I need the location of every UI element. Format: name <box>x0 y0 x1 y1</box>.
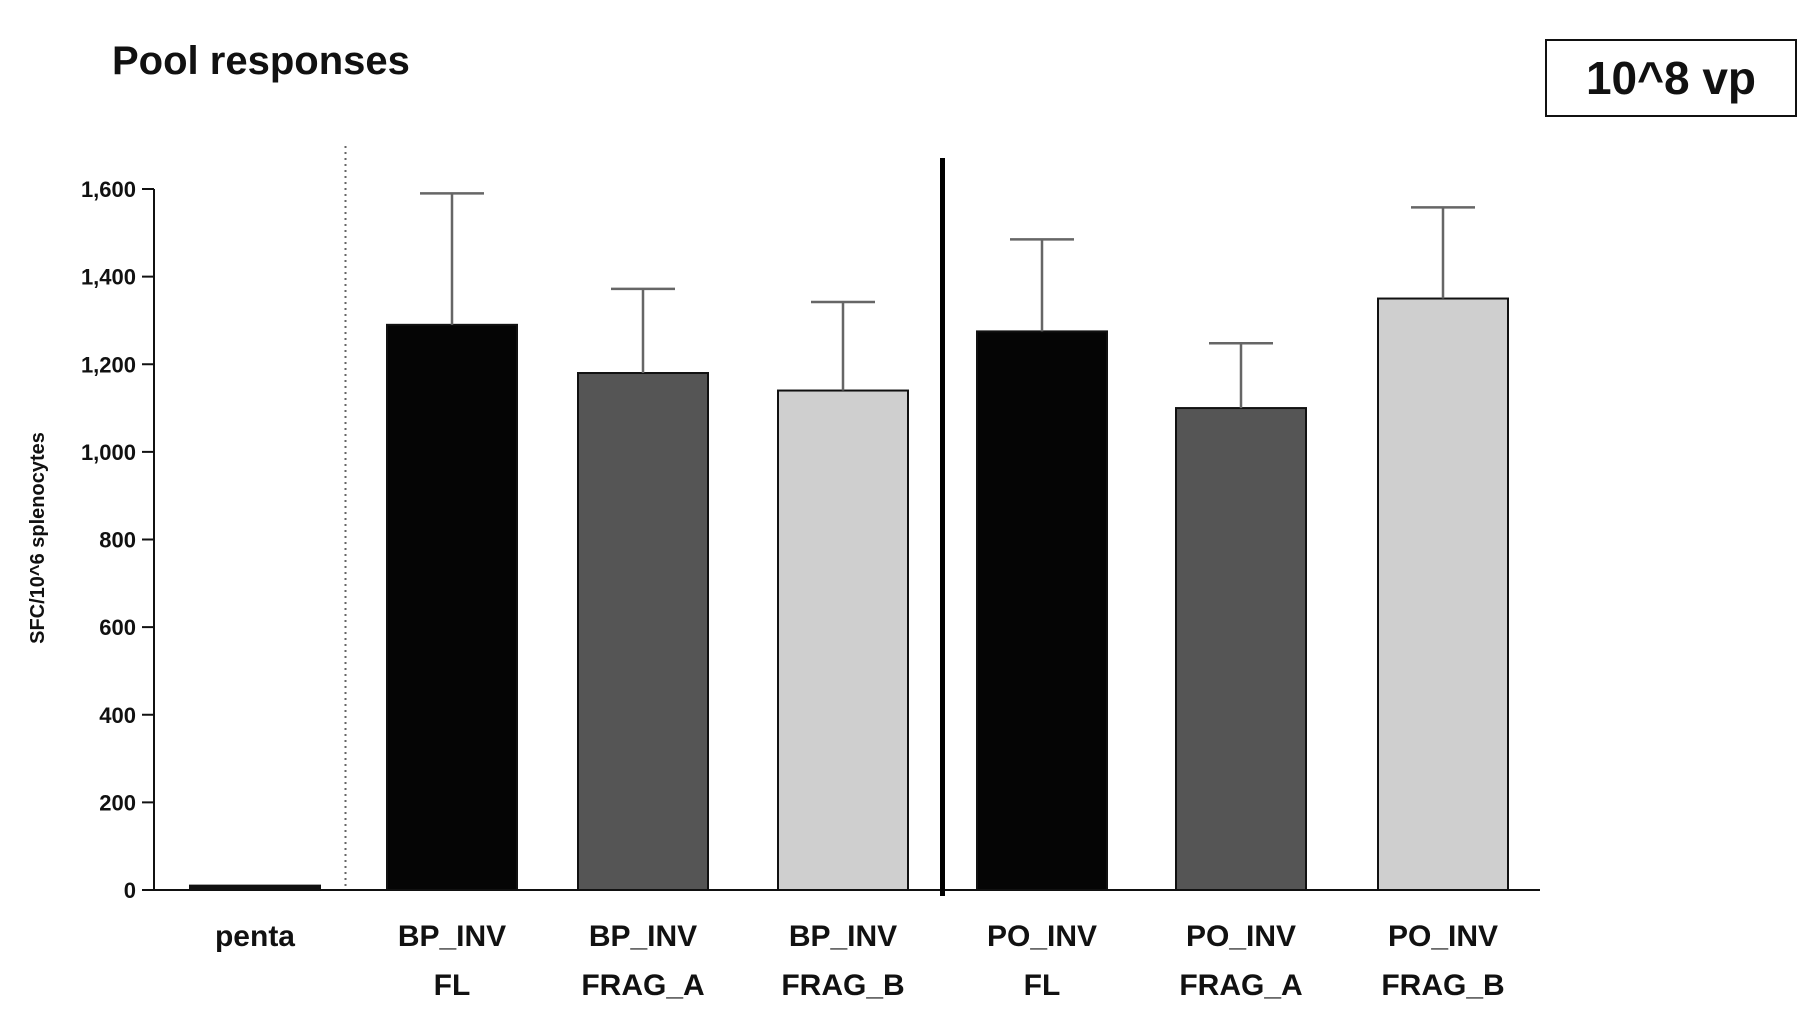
x-tick-label: BP_INV <box>789 920 897 953</box>
x-tick-label: PO_INV <box>1186 920 1296 953</box>
x-tick-label-line2: FL <box>434 969 471 1002</box>
bars <box>189 297 1509 892</box>
y-tick-label: 1,600 <box>81 177 136 202</box>
dose-label-box <box>1545 39 1797 117</box>
x-tick-label-line2: FRAG_B <box>781 969 904 1002</box>
y-tick-label: 200 <box>99 790 136 815</box>
bar <box>976 330 1108 891</box>
y-tick-label: 600 <box>99 615 136 640</box>
x-tick-label-line2: FRAG_B <box>1381 969 1504 1002</box>
bar <box>777 389 909 891</box>
dose-label: 10^8 vp <box>1586 52 1756 104</box>
x-tick-labels: penta BP_INV FL BP_INV FRAG_A BP_INV FRAG_B PO_… <box>215 920 1505 1002</box>
x-tick-label: PO_INV <box>1388 920 1498 953</box>
bar <box>1377 297 1509 891</box>
bar <box>386 323 518 892</box>
y-tick-label: 1,000 <box>81 440 136 465</box>
error-bars <box>420 192 1475 409</box>
bar <box>577 372 709 891</box>
bar <box>189 884 321 892</box>
bar <box>1175 407 1307 891</box>
y-axis-label: SFC/10^6 splenocytes <box>27 432 49 644</box>
x-tick-label: BP_INV <box>398 920 506 953</box>
y-axis: 0 200 400 600 800 1,000 1,200 1,400 1,600 <box>81 177 155 903</box>
x-tick-label-line2: FRAG_A <box>1179 969 1302 1002</box>
y-tick-label: 1,400 <box>81 265 136 290</box>
x-tick-label: BP_INV <box>589 920 697 953</box>
chart-title: Pool responses <box>112 39 410 83</box>
x-tick-label-line2: FL <box>1024 969 1061 1002</box>
y-tick-label: 400 <box>99 703 136 728</box>
group-separators <box>344 146 945 896</box>
y-tick-label: 800 <box>99 528 136 553</box>
x-tick-label-line2: FRAG_A <box>581 969 704 1002</box>
y-tick-label: 0 <box>124 878 136 903</box>
x-tick-label: penta <box>215 920 295 953</box>
y-tick-label: 1,200 <box>81 352 136 377</box>
x-tick-label: PO_INV <box>987 920 1097 953</box>
